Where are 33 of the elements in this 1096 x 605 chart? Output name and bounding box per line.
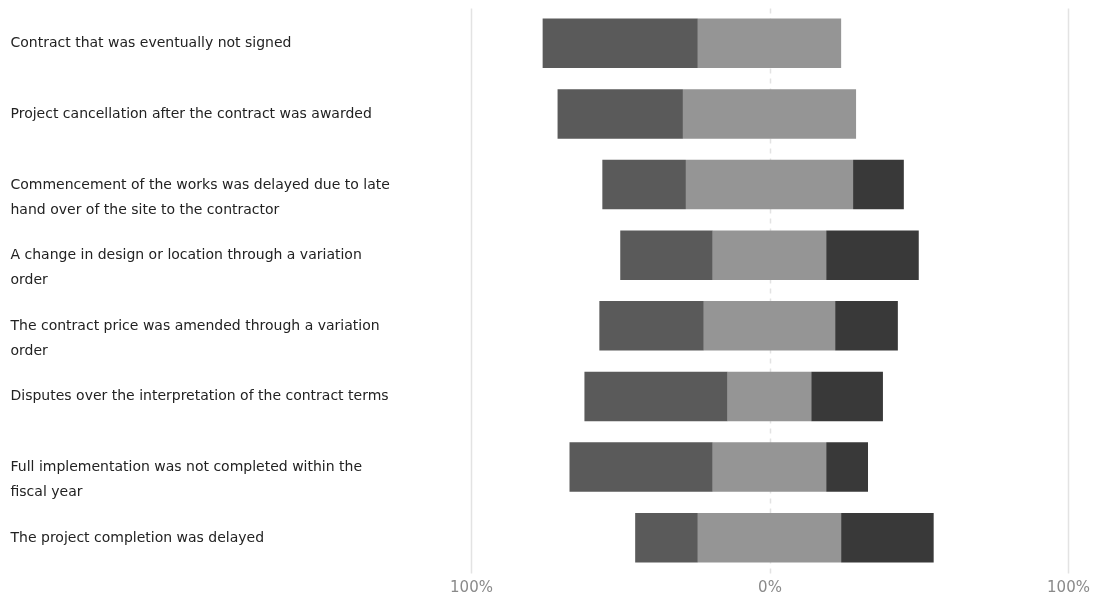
bar: [703, 301, 836, 351]
bar: [602, 159, 686, 210]
bar: [853, 159, 904, 210]
y-tick-label: Full implementation was not completed within the fiscal year: [10, 458, 363, 500]
bar: [542, 18, 698, 69]
bar: [599, 301, 704, 351]
bar: [835, 301, 898, 351]
bar: [557, 89, 683, 139]
y-tick-label: Project cancellation after the contract was awarded: [10, 104, 372, 121]
bar: [712, 230, 827, 280]
bar: [697, 512, 842, 563]
x-tick-label: 100%: [450, 577, 493, 596]
y-tick-label: Contract that was eventually not signed: [10, 34, 292, 51]
bar: [635, 512, 698, 563]
y-tick-label: Commencement of the works was delayed due to late hand over of the site to the contractor: [10, 175, 390, 217]
y-tick-label: The project completion was delayed: [9, 528, 265, 545]
bar: [682, 89, 857, 139]
bar: [811, 371, 883, 422]
x-tick-label: 0%: [758, 577, 782, 596]
bar: [826, 230, 919, 280]
x-tick-label: 100%: [1047, 577, 1090, 596]
bar: [620, 230, 713, 280]
bar: [685, 159, 854, 210]
bar: [727, 371, 812, 422]
y-tick-label: The contract price was amended through a variation order: [9, 316, 380, 358]
y-tick-label: Disputes over the interpretation of the contract terms: [10, 387, 389, 404]
bar: [841, 512, 934, 563]
bar: [712, 442, 827, 492]
bar: [697, 18, 842, 69]
bar: [826, 442, 869, 492]
bar: [584, 371, 728, 422]
y-tick-label: A change in design or location through a variation order: [10, 246, 362, 288]
bar: [569, 442, 713, 492]
